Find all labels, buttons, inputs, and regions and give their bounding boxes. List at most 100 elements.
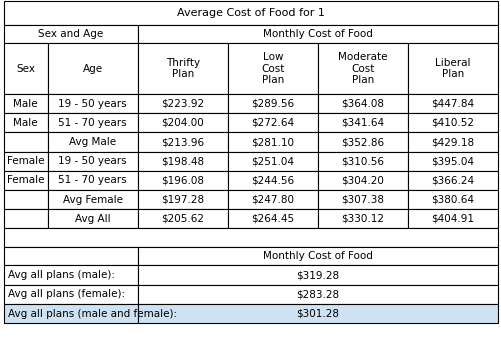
Text: $364.08: $364.08 (341, 98, 384, 109)
Text: 19 - 50 years: 19 - 50 years (58, 156, 127, 166)
Bar (4, 285, 137, 304)
Text: $213.96: $213.96 (161, 137, 204, 147)
Bar (48, 209, 137, 228)
Bar (137, 94, 227, 113)
Text: $307.38: $307.38 (341, 194, 384, 205)
Text: $198.48: $198.48 (161, 156, 204, 166)
Bar (137, 25, 497, 43)
Text: $447.84: $447.84 (430, 98, 473, 109)
Text: Avg Female: Avg Female (63, 194, 122, 205)
Text: $196.08: $196.08 (161, 175, 204, 186)
Text: Monthly Cost of Food: Monthly Cost of Food (263, 251, 372, 261)
Text: Male: Male (14, 118, 38, 128)
Bar (137, 209, 227, 228)
Text: Age: Age (82, 63, 103, 74)
Text: $244.56: $244.56 (250, 175, 294, 186)
Text: $281.10: $281.10 (251, 137, 294, 147)
Text: $289.56: $289.56 (250, 98, 294, 109)
Text: Female: Female (7, 175, 45, 186)
Text: $304.20: $304.20 (341, 175, 384, 186)
Bar (4, 132, 48, 152)
Text: Low
Cost
Plan: Low Cost Plan (261, 52, 284, 85)
Text: 51 - 70 years: 51 - 70 years (58, 175, 127, 186)
Text: Liberal
Plan: Liberal Plan (434, 58, 470, 79)
Bar (407, 190, 497, 209)
Text: Thrifty
Plan: Thrifty Plan (165, 58, 199, 79)
Text: Female: Female (7, 156, 45, 166)
Text: $395.04: $395.04 (430, 156, 473, 166)
Bar (407, 94, 497, 113)
Bar (317, 94, 407, 113)
Bar (137, 265, 497, 285)
Text: Avg all plans (male):: Avg all plans (male): (8, 270, 115, 280)
Text: Moderate
Cost
Plan: Moderate Cost Plan (338, 52, 387, 85)
Text: $197.28: $197.28 (161, 194, 204, 205)
Text: $429.18: $429.18 (430, 137, 473, 147)
Text: $272.64: $272.64 (250, 118, 294, 128)
Text: $247.80: $247.80 (251, 194, 294, 205)
Text: Avg all plans (female):: Avg all plans (female): (8, 289, 125, 299)
Text: 51 - 70 years: 51 - 70 years (58, 118, 127, 128)
Bar (137, 43, 227, 94)
Text: Monthly Cost of Food: Monthly Cost of Food (263, 29, 372, 39)
Bar (227, 43, 317, 94)
Bar (4, 209, 48, 228)
Bar (137, 171, 227, 190)
Bar (317, 152, 407, 171)
Text: $410.52: $410.52 (430, 118, 473, 128)
Bar (4, 304, 137, 323)
Bar (407, 171, 497, 190)
Text: $204.00: $204.00 (161, 118, 204, 128)
Bar (407, 113, 497, 132)
Bar (4, 1, 497, 25)
Text: $330.12: $330.12 (341, 214, 384, 224)
Bar (317, 171, 407, 190)
Text: $352.86: $352.86 (341, 137, 384, 147)
Text: Avg Male: Avg Male (69, 137, 116, 147)
Bar (227, 113, 317, 132)
Text: $205.62: $205.62 (161, 214, 204, 224)
Text: Average Cost of Food for 1: Average Cost of Food for 1 (177, 8, 324, 18)
Bar (137, 152, 227, 171)
Bar (48, 113, 137, 132)
Bar (227, 132, 317, 152)
Bar (317, 43, 407, 94)
Bar (48, 171, 137, 190)
Bar (137, 304, 497, 323)
Text: $404.91: $404.91 (430, 214, 473, 224)
Bar (48, 94, 137, 113)
Text: $264.45: $264.45 (250, 214, 294, 224)
Text: $319.28: $319.28 (296, 270, 339, 280)
Text: $223.92: $223.92 (161, 98, 204, 109)
Bar (137, 247, 497, 265)
Text: 19 - 50 years: 19 - 50 years (58, 98, 127, 109)
Bar (137, 132, 227, 152)
Text: $380.64: $380.64 (430, 194, 473, 205)
Bar (4, 25, 137, 43)
Bar (4, 190, 48, 209)
Bar (407, 43, 497, 94)
Bar (48, 152, 137, 171)
Text: $283.28: $283.28 (296, 289, 339, 299)
Bar (4, 43, 48, 94)
Text: $310.56: $310.56 (341, 156, 384, 166)
Bar (48, 43, 137, 94)
Text: Male: Male (14, 98, 38, 109)
Bar (317, 209, 407, 228)
Bar (48, 132, 137, 152)
Bar (317, 190, 407, 209)
Bar (227, 94, 317, 113)
Bar (4, 265, 137, 285)
Bar (4, 228, 497, 247)
Bar (4, 94, 48, 113)
Bar (48, 190, 137, 209)
Bar (227, 190, 317, 209)
Bar (137, 285, 497, 304)
Text: Avg all plans (male and female):: Avg all plans (male and female): (8, 308, 177, 319)
Text: Avg All: Avg All (75, 214, 110, 224)
Bar (4, 171, 48, 190)
Bar (227, 152, 317, 171)
Bar (227, 171, 317, 190)
Text: Sex and Age: Sex and Age (38, 29, 103, 39)
Text: $366.24: $366.24 (430, 175, 473, 186)
